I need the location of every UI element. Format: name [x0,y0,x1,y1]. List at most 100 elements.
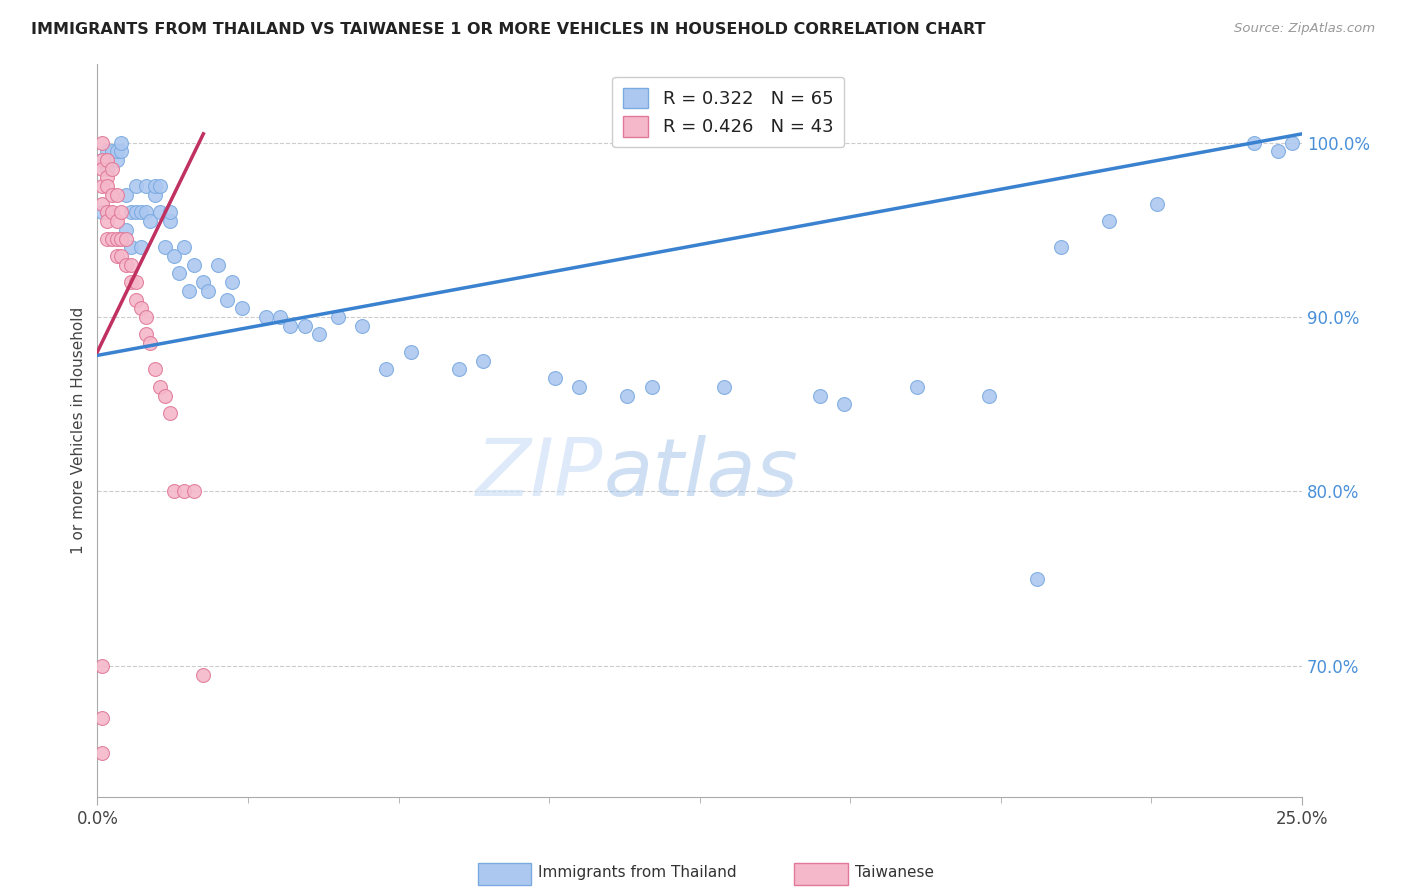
Point [91,153,114,167]
Point [96,205,118,219]
Point [120,258,142,272]
Point [125,179,148,194]
Point [375,362,398,376]
Point [139,336,162,351]
Point [91,711,114,725]
Point [101,231,124,245]
Point [905,380,928,394]
Point [115,187,138,202]
Point [129,240,152,254]
Point [110,249,132,263]
Point [105,249,128,263]
Point [101,205,124,219]
Point [105,145,128,159]
Point [105,231,128,245]
Point [91,179,114,194]
Point [149,179,172,194]
Point [125,205,148,219]
Point [139,214,162,228]
Point [278,318,301,333]
Point [96,153,118,167]
Legend: R = 0.322   N = 65, R = 0.426   N = 43: R = 0.322 N = 65, R = 0.426 N = 43 [613,77,845,147]
Point [110,145,132,159]
Point [149,205,172,219]
Point [96,161,118,176]
Point [173,240,195,254]
Point [143,179,166,194]
Point [101,161,124,176]
Point [91,746,114,760]
Point [153,388,176,402]
Point [96,231,118,245]
Point [115,258,138,272]
Point [1267,145,1289,159]
Point [110,136,132,150]
Point [115,223,138,237]
Point [149,380,172,394]
Point [110,205,132,219]
Point [544,371,567,385]
Point [91,161,114,176]
Point [207,258,229,272]
Point [177,284,200,298]
Point [129,205,152,219]
Point [120,240,142,254]
Point [231,301,253,316]
Text: Source: ZipAtlas.com: Source: ZipAtlas.com [1234,22,1375,36]
Point [977,388,1000,402]
Point [159,406,181,420]
Text: ZIP: ZIP [477,435,603,514]
Point [640,380,662,394]
Point [352,318,374,333]
Point [1050,240,1073,254]
Point [96,179,118,194]
Point [129,301,152,316]
Point [221,275,243,289]
Point [713,380,735,394]
Text: IMMIGRANTS FROM THAILAND VS TAIWANESE 1 OR MORE VEHICLES IN HOUSEHOLD CORRELATIO: IMMIGRANTS FROM THAILAND VS TAIWANESE 1 … [31,22,986,37]
Point [110,231,132,245]
Point [96,145,118,159]
Text: Immigrants from Thailand: Immigrants from Thailand [538,865,737,880]
Point [101,145,124,159]
Point [269,310,291,324]
Point [254,310,277,324]
Point [163,249,186,263]
Point [101,187,124,202]
Point [120,205,142,219]
Point [1026,572,1049,586]
Point [616,388,638,402]
Point [135,310,157,324]
Point [105,187,128,202]
Point [197,284,219,298]
Point [183,484,205,499]
Point [135,327,157,342]
Point [143,362,166,376]
Point [399,345,422,359]
Point [328,310,350,324]
Point [447,362,470,376]
Point [169,267,191,281]
Point [1098,214,1121,228]
Point [105,153,128,167]
Point [96,170,118,185]
Point [163,484,186,499]
Point [808,388,831,402]
Point [193,667,215,681]
Point [120,275,142,289]
Point [105,214,128,228]
Point [153,240,176,254]
Text: atlas: atlas [603,435,799,514]
Point [1146,196,1168,211]
Point [159,205,181,219]
Point [193,275,215,289]
Y-axis label: 1 or more Vehicles in Household: 1 or more Vehicles in Household [72,307,86,554]
Point [1281,136,1303,150]
Point [308,327,330,342]
Point [135,205,157,219]
Point [143,187,166,202]
Point [568,380,591,394]
Point [91,136,114,150]
Point [91,205,114,219]
Point [832,397,855,411]
